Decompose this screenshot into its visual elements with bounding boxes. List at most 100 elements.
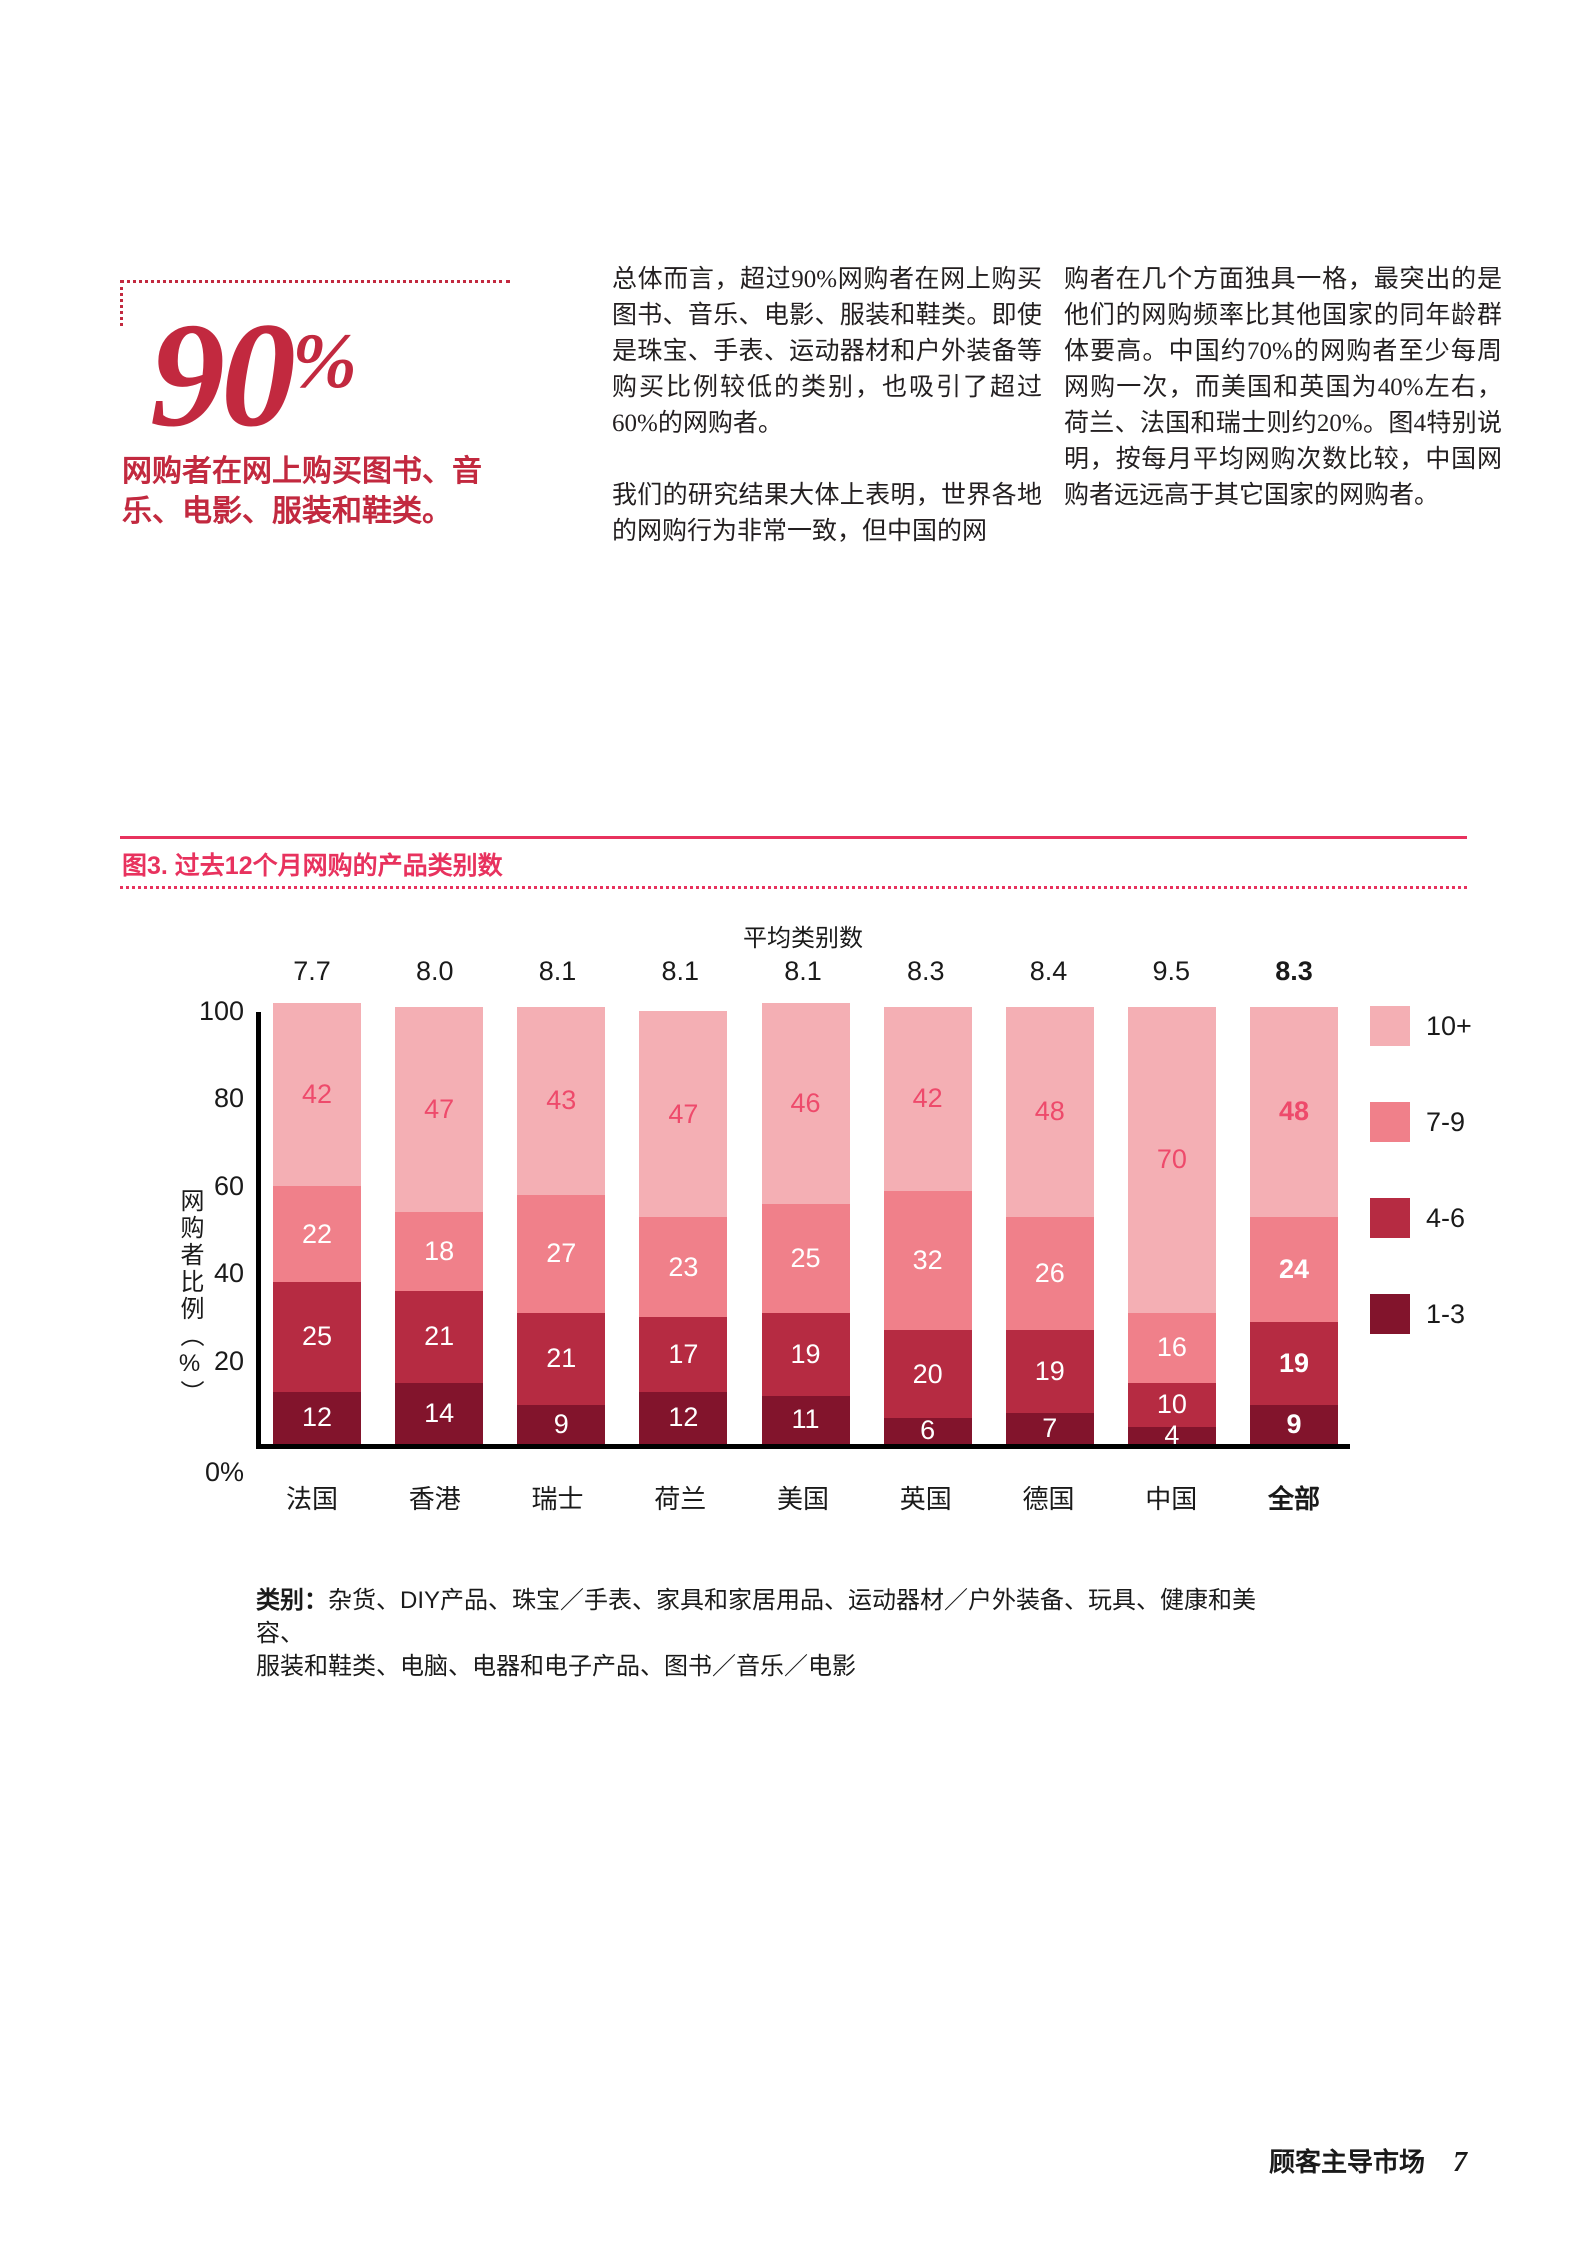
legend-label: 4-6 bbox=[1426, 1202, 1466, 1233]
y-tick-label: 80 bbox=[213, 1083, 244, 1114]
category-axis: 法国 香港 瑞士 荷兰 美国 英国 德国 中国 全部 bbox=[256, 1479, 1350, 1516]
bar-瑞士: 43 27 21 9 bbox=[517, 1007, 606, 1444]
bar-segment: 12 bbox=[639, 1391, 728, 1444]
bar-segment: 25 bbox=[761, 1203, 850, 1313]
bar-value-label: 24 bbox=[1278, 1253, 1310, 1284]
bar-segment: 10 bbox=[1127, 1382, 1216, 1427]
bar-segment: 4 bbox=[1127, 1421, 1216, 1448]
plot-area: 42 22 25 12 47 18 21 14 43 27 21 9 47 23 17 12 46 25 19 11 4… bbox=[256, 1002, 1350, 1449]
figure-top-rule bbox=[120, 836, 1467, 839]
footnote-line1: 杂货、DIY产品、珠宝／手表、家具和家居用品、运动器材／户外装备、玩具、健康和美… bbox=[256, 1587, 1257, 1647]
category-label: 全部 bbox=[1267, 1484, 1320, 1514]
figure-dotted-rule bbox=[120, 886, 1467, 889]
legend-label: 1-3 bbox=[1426, 1298, 1466, 1329]
figure-3: 图3. 过去12个月网购的产品类别数 平均类别数 7.7 8.0 8.1 8.1 8.1… bbox=[120, 836, 1472, 1716]
legend-label: 7-9 bbox=[1426, 1106, 1466, 1137]
legend-item: 1-3 bbox=[1370, 1294, 1472, 1334]
y-tick-label: 100 bbox=[198, 996, 244, 1026]
legend-item: 10+ bbox=[1370, 1006, 1472, 1046]
stat-caption: 网购者在网上购买图书、音乐、电影、服装和鞋类。 bbox=[122, 455, 482, 528]
bar-segment: 48 bbox=[1005, 1007, 1094, 1217]
bar-value-label: 7 bbox=[1042, 1413, 1058, 1444]
bar-value-label: 48 bbox=[1034, 1096, 1065, 1127]
bar-segment: 24 bbox=[1250, 1216, 1338, 1322]
bar-value-label: 47 bbox=[424, 1094, 455, 1125]
bar-value-label: 21 bbox=[546, 1343, 577, 1374]
legend-swatch-1-3 bbox=[1370, 1294, 1410, 1334]
bar-segment: 21 bbox=[395, 1291, 484, 1383]
bar-segment: 42 bbox=[883, 1007, 972, 1191]
bar-value-label: 4 bbox=[1164, 1419, 1180, 1450]
bar-segment: 19 bbox=[1005, 1330, 1094, 1414]
category-label: 英国 bbox=[899, 1484, 952, 1514]
paragraph: 购者在几个方面独具一格，最突出的是他们的网购频率比其他国家的同年龄群体要高。中国… bbox=[1064, 266, 1502, 509]
average-value: 7.7 bbox=[293, 956, 331, 986]
bar-segment: 70 bbox=[1127, 1007, 1216, 1313]
bar-segment: 12 bbox=[273, 1391, 361, 1444]
percent-sign: % bbox=[292, 317, 357, 404]
y-axis-label: 网购者比例（%） bbox=[176, 1188, 203, 1407]
bar-value-label: 25 bbox=[301, 1321, 333, 1352]
legend-item: 7-9 bbox=[1370, 1102, 1472, 1142]
category-label: 香港 bbox=[408, 1484, 461, 1514]
average-value: 8.1 bbox=[784, 956, 822, 986]
legend-swatch-4-6 bbox=[1370, 1198, 1410, 1238]
stacked-bar-chart: 平均类别数 7.7 8.0 8.1 8.1 8.1 8.3 8.4 9.5 8.3 42 22 25… bbox=[120, 896, 1472, 1536]
bar-香港: 47 18 21 14 bbox=[395, 1007, 484, 1444]
page-number: 7 bbox=[1453, 2147, 1467, 2178]
average-value: 8.0 bbox=[415, 956, 454, 986]
chart-legend: 10+ 7-9 4-6 1-3 bbox=[1370, 1006, 1472, 1334]
bar-value-label: 26 bbox=[1034, 1258, 1065, 1289]
bar-value-label: 27 bbox=[546, 1238, 577, 1269]
figure-title: 图3. 过去12个月网购的产品类别数 bbox=[122, 852, 503, 880]
average-value: 8.3 bbox=[1275, 956, 1313, 986]
bar-value-label: 11 bbox=[791, 1404, 820, 1435]
bar-英国: 42 32 20 6 bbox=[883, 1007, 972, 1444]
average-header: 平均类别数 bbox=[743, 925, 863, 952]
y-tick-label: 20 bbox=[213, 1345, 244, 1376]
bar-value-label: 19 bbox=[1034, 1356, 1065, 1387]
bar-value-label: 48 bbox=[1278, 1096, 1310, 1127]
bar-中国: 70 16 10 4 bbox=[1127, 1007, 1216, 1448]
bar-value-label: 25 bbox=[790, 1242, 821, 1273]
legend-swatch-10+ bbox=[1370, 1006, 1410, 1046]
footer-title: 顾客主导市场 bbox=[1268, 2147, 1425, 2177]
text-column-right: 购者在几个方面独具一格，最突出的是他们的网购频率比其他国家的同年龄群体要高。中国… bbox=[1064, 262, 1502, 514]
bar-荷兰: 47 23 17 12 bbox=[639, 1011, 728, 1444]
bar-value-label: 32 bbox=[912, 1244, 943, 1275]
category-label: 美国 bbox=[776, 1484, 829, 1514]
bar-segment: 26 bbox=[1005, 1216, 1094, 1331]
paragraph: 我们的研究结果大体上表明，世界各地的网购行为非常一致，但中国的网 bbox=[612, 482, 1042, 545]
average-value: 9.5 bbox=[1152, 956, 1191, 986]
bar-value-label: 10 bbox=[1156, 1389, 1187, 1420]
y-tick-label: 0% bbox=[204, 1457, 244, 1487]
category-label: 法国 bbox=[285, 1484, 338, 1514]
category-label: 荷兰 bbox=[654, 1484, 707, 1514]
bar-全部: 48 24 19 9 bbox=[1250, 1007, 1338, 1444]
bar-value-label: 43 bbox=[546, 1085, 577, 1116]
y-tick-label: 40 bbox=[213, 1258, 244, 1289]
stat-value: 90% bbox=[150, 300, 357, 450]
bar-segment: 14 bbox=[395, 1382, 484, 1444]
average-value: 8.1 bbox=[661, 956, 700, 986]
bar-value-label: 42 bbox=[912, 1083, 943, 1114]
bar-value-label: 18 bbox=[424, 1236, 455, 1267]
category-label: 中国 bbox=[1145, 1484, 1198, 1514]
bar-segment: 20 bbox=[883, 1330, 972, 1418]
y-tick-label: 60 bbox=[213, 1170, 244, 1201]
bar-segment: 9 bbox=[1250, 1404, 1338, 1444]
bar-segment: 27 bbox=[517, 1194, 606, 1313]
bar-segment: 6 bbox=[883, 1417, 972, 1444]
bar-segment: 48 bbox=[1250, 1007, 1338, 1217]
bar-segment: 11 bbox=[761, 1395, 850, 1444]
bar-value-label: 14 bbox=[424, 1397, 455, 1428]
bar-segment: 42 bbox=[273, 1002, 361, 1187]
bar-segment: 25 bbox=[273, 1282, 361, 1392]
bar-segment: 21 bbox=[517, 1312, 606, 1405]
legend-item: 4-6 bbox=[1370, 1198, 1472, 1238]
bar-value-label: 47 bbox=[668, 1098, 699, 1129]
text-column-middle: 总体而言，超过90%网购者在网上购买图书、音乐、电影、服装和鞋类。即使是珠宝、手… bbox=[612, 262, 1042, 550]
bar-value-label: 46 bbox=[790, 1087, 821, 1118]
bar-segment: 23 bbox=[639, 1216, 728, 1318]
